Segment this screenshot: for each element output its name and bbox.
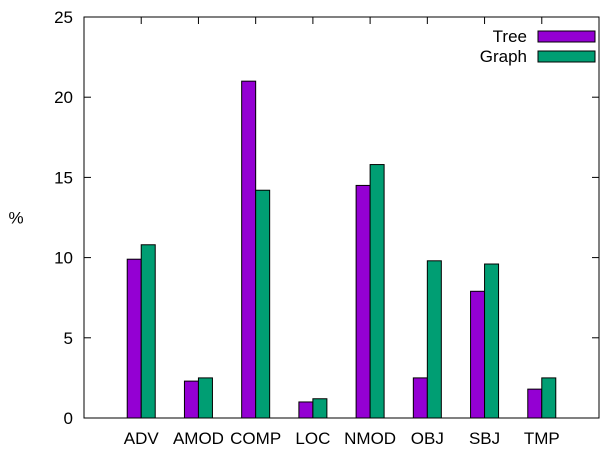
bar-tree-sbj: [470, 290, 486, 419]
x-tick-label-adv: ADV: [124, 429, 160, 448]
x-tick-label-loc: LOC: [295, 429, 330, 448]
x-tick-label-obj: OBJ: [411, 429, 444, 448]
x-tick-label-comp: COMP: [230, 429, 281, 448]
bar-graph-loc: [312, 398, 328, 419]
legend-swatch-tree: [537, 30, 596, 43]
axis-ticks: [84, 16, 599, 419]
bar-tree-adv: [126, 258, 142, 419]
bar-tree-amod: [183, 380, 199, 419]
bar-tree-tmp: [527, 388, 543, 419]
x-tick-labels: ADV AMOD COMP LOC NMOD OBJ SBJ TMP: [124, 429, 560, 448]
y-tick-label: 15: [54, 168, 73, 187]
x-tick-label-amod: AMOD: [173, 429, 224, 448]
legend-label-tree: Tree: [493, 27, 527, 46]
bar-graph-obj: [426, 260, 442, 419]
bar-tree-comp: [241, 80, 257, 419]
y-axis-label: %: [8, 209, 23, 228]
legend-label-graph: Graph: [480, 47, 527, 66]
bar-graph-tmp: [541, 377, 557, 419]
y-tick-label: 20: [54, 88, 73, 107]
y-tick-label: 5: [64, 329, 73, 348]
bar-tree-loc: [298, 401, 314, 419]
bar-tree-obj: [412, 377, 428, 419]
x-tick-label-tmp: TMP: [524, 429, 560, 448]
y-tick-labels: 0 5 10 15 20 25: [54, 8, 73, 428]
bar-graph-amod: [197, 377, 213, 419]
plot-frame: [83, 16, 600, 419]
bar-graph-sbj: [484, 263, 500, 419]
bar-graph-comp: [255, 189, 271, 419]
x-tick-label-nmod: NMOD: [344, 429, 396, 448]
y-tick-label: 10: [54, 249, 73, 268]
x-tick-label-sbj: SBJ: [469, 429, 500, 448]
legend-swatch-graph: [537, 50, 596, 63]
bars: [126, 80, 557, 419]
y-tick-label: 0: [64, 409, 73, 428]
bar-tree-nmod: [355, 184, 371, 419]
y-tick-label: 25: [54, 8, 73, 27]
bar-graph-nmod: [369, 164, 385, 419]
bar-graph-adv: [140, 244, 156, 419]
